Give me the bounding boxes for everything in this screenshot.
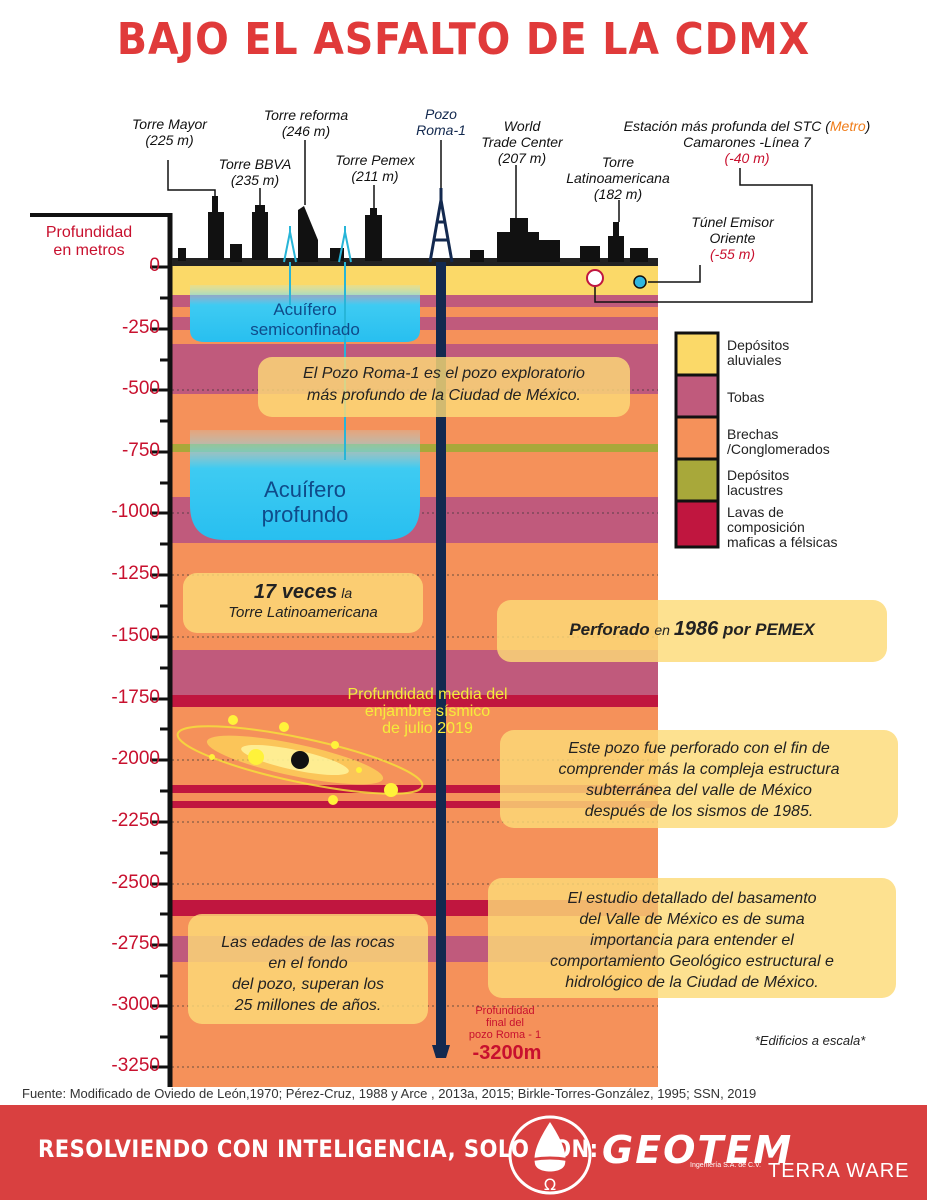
axis-tick-label: -2500 <box>111 872 160 893</box>
axis-tick-label: -250 <box>121 317 160 338</box>
aquifer-shallow <box>190 285 420 342</box>
brand-sub: Ingeniería S.A. de C.V. <box>690 1162 761 1169</box>
label-metro: Estación más profunda del STC (Metro) Ca… <box>623 118 871 166</box>
legend-tobas: Tobas <box>727 389 765 405</box>
label-torre-mayor: Torre Mayor (225 m) <box>132 116 207 148</box>
brand-terraware: TERRA WARE <box>768 1160 910 1182</box>
footer-slogan: RESOLVIENDO CON INTELIGENCIA, SOLO CON: <box>38 1135 599 1163</box>
footer-bar <box>0 1105 927 1200</box>
axis-tick-label: -3000 <box>111 994 160 1015</box>
axis-tick-label: -750 <box>121 440 160 461</box>
label-tunel: Túnel Emisor Oriente <box>691 214 774 246</box>
legend-lacustre: Depósitos lacustres <box>727 467 790 498</box>
svg-text:Ω: Ω <box>544 1175 556 1194</box>
page-title: BAJO EL ASFALTO DE LA CDMX <box>116 14 811 65</box>
axis-tick-label: 0 <box>149 255 160 276</box>
note-estudio: El estudio detallado del basamento del V… <box>488 878 896 998</box>
axis-label: Profundidad en metros <box>45 224 133 259</box>
label-aquifer-shallow: Acuífero semiconfinado <box>250 300 360 339</box>
note-final-value: -3200m <box>472 1042 542 1064</box>
seismic-swarm <box>176 715 424 805</box>
legend-aluvial: Depósitos aluviales <box>727 337 790 368</box>
well-pipe <box>436 262 446 1052</box>
source-text: Fuente: Modificado de Oviedo de León,197… <box>22 1086 757 1101</box>
note-roma-intro: El Pozo Roma-1 es el pozo exploratorio m… <box>258 357 630 417</box>
note-final-label: Profundidad final del pozo Roma - 1 <box>468 1005 542 1041</box>
label-aquifer-deep: Acuífero profundo <box>261 477 349 527</box>
axis-ticks <box>150 265 170 1069</box>
note-sismo: Profundidad media del enjambre sísmico d… <box>347 686 508 737</box>
axis-tick-label: -2250 <box>111 810 160 831</box>
label-tunel-depth: (-55 m) <box>709 246 756 262</box>
ground-strip <box>172 258 658 266</box>
aquifer-deep <box>190 430 420 540</box>
axis-tick-label: -1500 <box>111 625 160 646</box>
label-torre-reforma: Torre reforma (246 m) <box>263 107 349 139</box>
label-torre-pemex: Torre Pemex (211 m) <box>335 152 415 184</box>
geotem-logo-icon: Ω <box>508 1115 592 1195</box>
legend-lavas: Lavas de composición maficas a félsicas <box>727 504 838 550</box>
axis-tick-label: -1000 <box>111 501 160 522</box>
legend-brechas: Brechas /Conglomerados <box>727 426 830 457</box>
brand-geotem: GEOTEM <box>602 1128 794 1172</box>
note-proposito: Este pozo fue perforado con el fin de co… <box>500 730 898 828</box>
layer-lavas <box>172 801 658 808</box>
axis-tick-label: -1250 <box>111 563 160 584</box>
axis-tick-label: -500 <box>121 378 160 399</box>
label-wtc: World Trade Center (207 m) <box>481 118 563 166</box>
layer-lavas <box>172 785 658 793</box>
note-escala: *Edificios a escala* <box>754 1033 866 1048</box>
layer-lavas <box>172 695 658 707</box>
axis-tick-label: -3250 <box>111 1055 160 1076</box>
metro-word: Metro <box>829 118 866 134</box>
axis-tick-label: -2000 <box>111 748 160 769</box>
axis-tick-label: -2750 <box>111 933 160 954</box>
note-17-veces: 17 veces la Torre Latinoamericana <box>183 573 423 633</box>
pozo-derrick <box>428 188 454 263</box>
label-torre-bbva: Torre BBVA (235 m) <box>218 156 292 188</box>
note-edades: Las edades de las rocas en el fondo del … <box>188 914 428 1024</box>
layer-brechas <box>172 793 658 801</box>
metro-icon <box>586 269 604 287</box>
skyline <box>178 196 648 262</box>
note-perforado: Perforado en 1986 por PEMEX <box>497 600 887 662</box>
label-pozo-roma: Pozo Roma-1 <box>416 106 466 138</box>
label-torre-latino: Torre Latinoamericana (182 m) <box>566 154 670 202</box>
tunnel-icon <box>633 275 647 289</box>
axis-tick-label: -1750 <box>111 687 160 708</box>
